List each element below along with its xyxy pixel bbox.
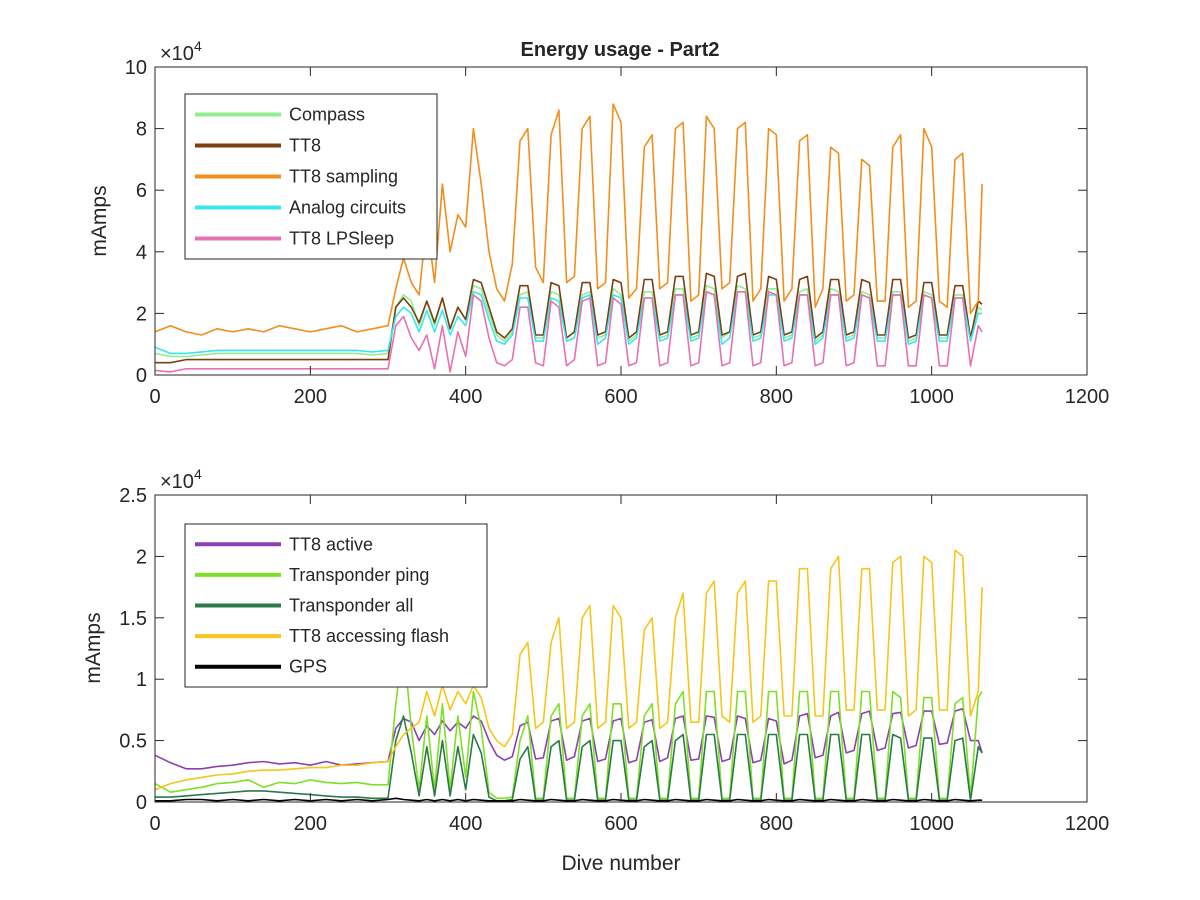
legend-label-tt8-active: TT8 active: [289, 534, 373, 554]
y-axis-multiplier: ×104: [160, 38, 202, 65]
x-tick-label: 600: [604, 813, 637, 835]
x-tick-label: 400: [449, 813, 482, 835]
axis-ticks: 0 200 400 600 800 1000 1200 0 2 4 6 8 10: [125, 57, 1110, 408]
y-tick-label: 6: [136, 180, 147, 202]
y-axis-multiplier-exponent: 4: [194, 466, 202, 482]
legend-label-tt8-lpsleep: TT8 LPSleep: [289, 229, 394, 249]
y-tick-label: 8: [136, 119, 147, 141]
x-tick-label: 800: [760, 386, 793, 408]
y-axis-label: mAmps: [88, 185, 111, 256]
y-tick-label: 2: [136, 303, 147, 325]
x-tick-label: 1000: [909, 813, 954, 835]
y-tick-label: 10: [125, 57, 147, 79]
x-tick-label: 0: [149, 813, 160, 835]
x-tick-label: 200: [294, 813, 327, 835]
series-lines: [154, 549, 983, 802]
x-tick-label: 200: [294, 386, 327, 408]
y-tick-label: 4: [136, 242, 147, 264]
legend-label-tt8: TT8: [289, 136, 321, 156]
x-tick-label: 600: [604, 386, 637, 408]
y-axis-multiplier: ×104: [160, 466, 202, 493]
legend-label-gps: GPS: [289, 657, 327, 677]
legend: TT8 active Transponder ping Transponder al…: [184, 523, 488, 688]
legend-label-tt8-accessing-flash: TT8 accessing flash: [289, 626, 449, 646]
energy-usage-chart: Energy usage - Part2 0 200 400 600 800 1000 12…: [88, 38, 1109, 408]
legend-label-compass: Compass: [289, 105, 365, 125]
series-line-gps: [155, 797, 983, 802]
y-tick-label: 0: [136, 365, 147, 387]
legend-label-tt8-sampling: TT8 sampling: [289, 167, 398, 187]
y-tick-label: 1: [136, 669, 147, 691]
y-axis-multiplier-exponent: 4: [194, 38, 202, 54]
legend: Compass TT8 TT8 sampling Analog circuits TT8…: [184, 93, 438, 260]
series-line-tt8-lpsleep: [154, 290, 983, 373]
x-tick-label: 800: [760, 813, 793, 835]
x-tick-label: 1200: [1065, 813, 1110, 835]
y-axis-multiplier-base: ×10: [160, 43, 194, 65]
legend-label-transponder-ping: Transponder ping: [289, 565, 429, 585]
y-tick-label: 0.5: [119, 731, 147, 753]
y-axis-multiplier-base: ×10: [160, 471, 194, 493]
axis-ticks: 0 200 400 600 800 1000 1200 0 0.5 1 1.5 2 2.5: [119, 485, 1109, 835]
x-tick-label: 1200: [1065, 386, 1110, 408]
series-lines: [154, 103, 983, 373]
y-tick-label: 2: [136, 546, 147, 568]
y-tick-label: 0: [136, 792, 147, 814]
chart-title: Energy usage - Part2: [521, 39, 720, 61]
x-axis-label: Dive number: [561, 852, 680, 875]
y-tick-label: 2.5: [119, 485, 147, 507]
y-axis-label: mAmps: [82, 612, 105, 683]
legend-label-analog-circuits: Analog circuits: [289, 198, 406, 218]
series-line-tt8-sampling: [154, 103, 983, 336]
legend-label-transponder-all: Transponder all: [289, 596, 413, 616]
y-tick-label: 1.5: [119, 608, 147, 630]
dive-energy-chart: 0 200 400 600 800 1000 1200 0 0.5 1 1.5 2 2.5 ×104 m…: [82, 466, 1109, 875]
x-tick-label: 1000: [909, 386, 954, 408]
x-tick-label: 0: [149, 386, 160, 408]
series-line-tt8-accessing-flash: [154, 549, 983, 791]
x-tick-label: 400: [449, 386, 482, 408]
